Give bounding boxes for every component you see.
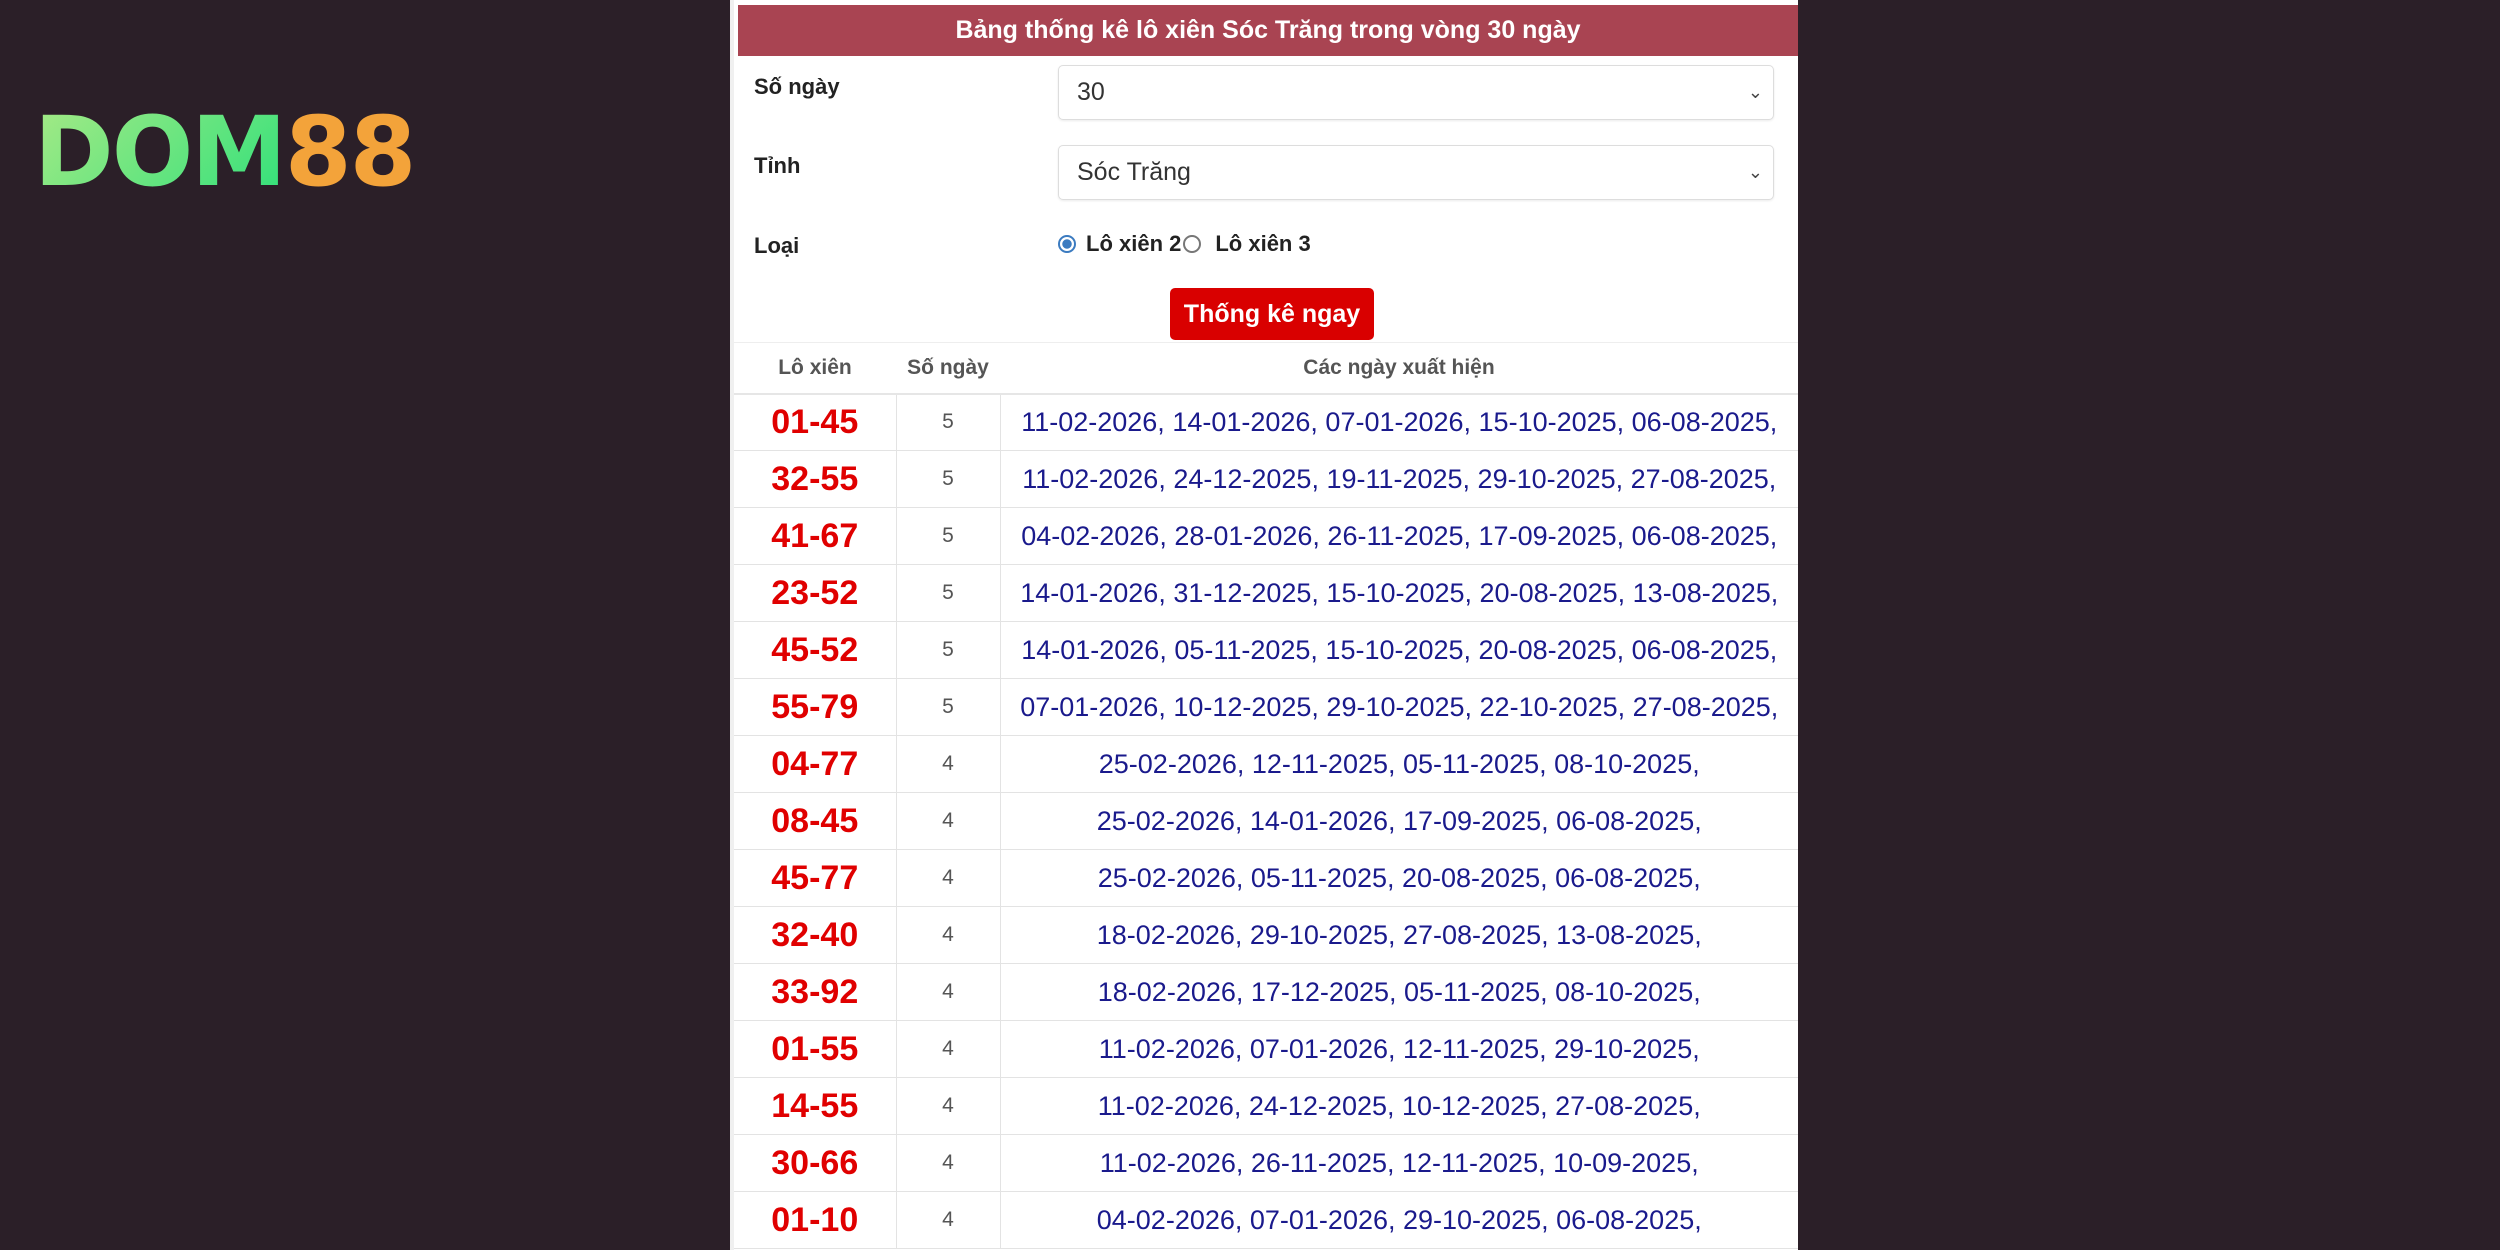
table-row: 33-92 4 18-02-2026, 17-12-2025, 05-11-2025… — [734, 963, 1798, 1021]
type-radio-group: Lô xiên 2 Lô xiên 3 — [1058, 231, 1311, 257]
pair-cell: 32-55 — [734, 450, 897, 508]
count-cell: 5 — [896, 450, 1001, 508]
dates-cell: 14-01-2026, 31-12-2025, 15-10-2025, 20-0… — [1000, 564, 1798, 622]
table-row: 23-52 5 14-01-2026, 31-12-2025, 15-10-2025… — [734, 564, 1798, 622]
pair-cell: 08-45 — [734, 792, 897, 850]
col-header-pair: Lô xiên — [734, 342, 896, 395]
dates-cell: 18-02-2026, 17-12-2025, 05-11-2025, 08-1… — [1000, 963, 1798, 1021]
results-table: Lô xiên Số ngày Các ngày xuất hiện 01-45… — [734, 342, 1798, 1249]
type-label: Loại — [754, 233, 800, 258]
table-row: 32-40 4 18-02-2026, 29-10-2025, 27-08-2025… — [734, 906, 1798, 964]
dates-cell: 11-02-2026, 24-12-2025, 19-11-2025, 29-1… — [1000, 450, 1798, 508]
dates-cell: 04-02-2026, 07-01-2026, 29-10-2025, 06-0… — [1000, 1191, 1798, 1249]
table-row: 08-45 4 25-02-2026, 14-01-2026, 17-09-2025… — [734, 792, 1798, 850]
dates-cell: 25-02-2026, 05-11-2025, 20-08-2025, 06-0… — [1000, 849, 1798, 907]
pair-cell: 01-10 — [734, 1191, 897, 1249]
stats-panel: Bảng thống kê lô xiên Sóc Trăng trong vò… — [730, 0, 1798, 1250]
table-row: 45-77 4 25-02-2026, 05-11-2025, 20-08-2025… — [734, 849, 1798, 907]
count-cell: 4 — [896, 1020, 1001, 1078]
submit-button[interactable]: Thống kê ngay — [1170, 288, 1374, 340]
province-label: Tỉnh — [754, 153, 801, 178]
table-row: 01-10 4 04-02-2026, 07-01-2026, 29-10-2025… — [734, 1191, 1798, 1249]
dates-cell: 07-01-2026, 10-12-2025, 29-10-2025, 22-1… — [1000, 678, 1798, 736]
count-cell: 5 — [896, 393, 1001, 451]
dates-cell: 04-02-2026, 28-01-2026, 26-11-2025, 17-0… — [1000, 507, 1798, 565]
table-row: 32-55 5 11-02-2026, 24-12-2025, 19-11-2025… — [734, 450, 1798, 508]
count-cell: 4 — [896, 792, 1001, 850]
table-row: 55-79 5 07-01-2026, 10-12-2025, 29-10-2025… — [734, 678, 1798, 736]
count-cell: 4 — [896, 1077, 1001, 1135]
radio-lo-xien-3[interactable] — [1183, 235, 1202, 253]
pair-cell: 14-55 — [734, 1077, 897, 1135]
count-cell: 4 — [896, 1191, 1001, 1249]
days-label: Số ngày — [754, 74, 840, 99]
pair-cell: 45-52 — [734, 621, 897, 679]
pair-cell: 01-55 — [734, 1020, 897, 1078]
pair-cell: 01-45 — [734, 393, 897, 451]
radio-lo-xien-2[interactable] — [1058, 235, 1076, 253]
dom88-logo: DOM88 — [34, 96, 416, 208]
table-row: 01-45 5 11-02-2026, 14-01-2026, 07-01-2026… — [734, 393, 1798, 451]
count-cell: 5 — [896, 678, 1001, 736]
days-select[interactable]: 30 ⌄ — [1058, 65, 1774, 120]
col-header-count: Số ngày — [896, 342, 1000, 395]
count-cell: 5 — [896, 507, 1001, 565]
table-row: 45-52 5 14-01-2026, 05-11-2025, 15-10-2025… — [734, 621, 1798, 679]
pair-cell: 55-79 — [734, 678, 897, 736]
pair-cell: 30-66 — [734, 1134, 897, 1192]
dates-cell: 11-02-2026, 07-01-2026, 12-11-2025, 29-1… — [1000, 1020, 1798, 1078]
dates-cell: 25-02-2026, 12-11-2025, 05-11-2025, 08-1… — [1000, 735, 1798, 793]
count-cell: 5 — [896, 621, 1001, 679]
count-cell: 5 — [896, 564, 1001, 622]
dates-cell: 11-02-2026, 24-12-2025, 10-12-2025, 27-0… — [1000, 1077, 1798, 1135]
count-cell: 4 — [896, 735, 1001, 793]
chevron-down-icon: ⌄ — [1747, 162, 1763, 182]
dates-cell: 25-02-2026, 14-01-2026, 17-09-2025, 06-0… — [1000, 792, 1798, 850]
table-row: 14-55 4 11-02-2026, 24-12-2025, 10-12-2025… — [734, 1077, 1798, 1135]
pair-cell: 04-77 — [734, 735, 897, 793]
province-select[interactable]: Sóc Trăng ⌄ — [1058, 145, 1774, 200]
count-cell: 4 — [896, 963, 1001, 1021]
pair-cell: 23-52 — [734, 564, 897, 622]
count-cell: 4 — [896, 849, 1001, 907]
dates-cell: 11-02-2026, 14-01-2026, 07-01-2026, 15-1… — [1000, 393, 1798, 451]
page-title: Bảng thống kê lô xiên Sóc Trăng trong vò… — [738, 5, 1798, 56]
pair-cell: 33-92 — [734, 963, 897, 1021]
table-row: 30-66 4 11-02-2026, 26-11-2025, 12-11-2025… — [734, 1134, 1798, 1192]
dates-cell: 14-01-2026, 05-11-2025, 15-10-2025, 20-0… — [1000, 621, 1798, 679]
table-row: 01-55 4 11-02-2026, 07-01-2026, 12-11-2025… — [734, 1020, 1798, 1078]
pair-cell: 32-40 — [734, 906, 897, 964]
count-cell: 4 — [896, 906, 1001, 964]
col-header-dates: Các ngày xuất hiện — [1000, 342, 1798, 395]
dates-cell: 11-02-2026, 26-11-2025, 12-11-2025, 10-0… — [1000, 1134, 1798, 1192]
pair-cell: 41-67 — [734, 507, 897, 565]
dates-cell: 18-02-2026, 29-10-2025, 27-08-2025, 13-0… — [1000, 906, 1798, 964]
chevron-down-icon: ⌄ — [1747, 82, 1763, 102]
table-row: 04-77 4 25-02-2026, 12-11-2025, 05-11-2025… — [734, 735, 1798, 793]
pair-cell: 45-77 — [734, 849, 897, 907]
count-cell: 4 — [896, 1134, 1001, 1192]
table-row: 41-67 5 04-02-2026, 28-01-2026, 26-11-2025… — [734, 507, 1798, 565]
